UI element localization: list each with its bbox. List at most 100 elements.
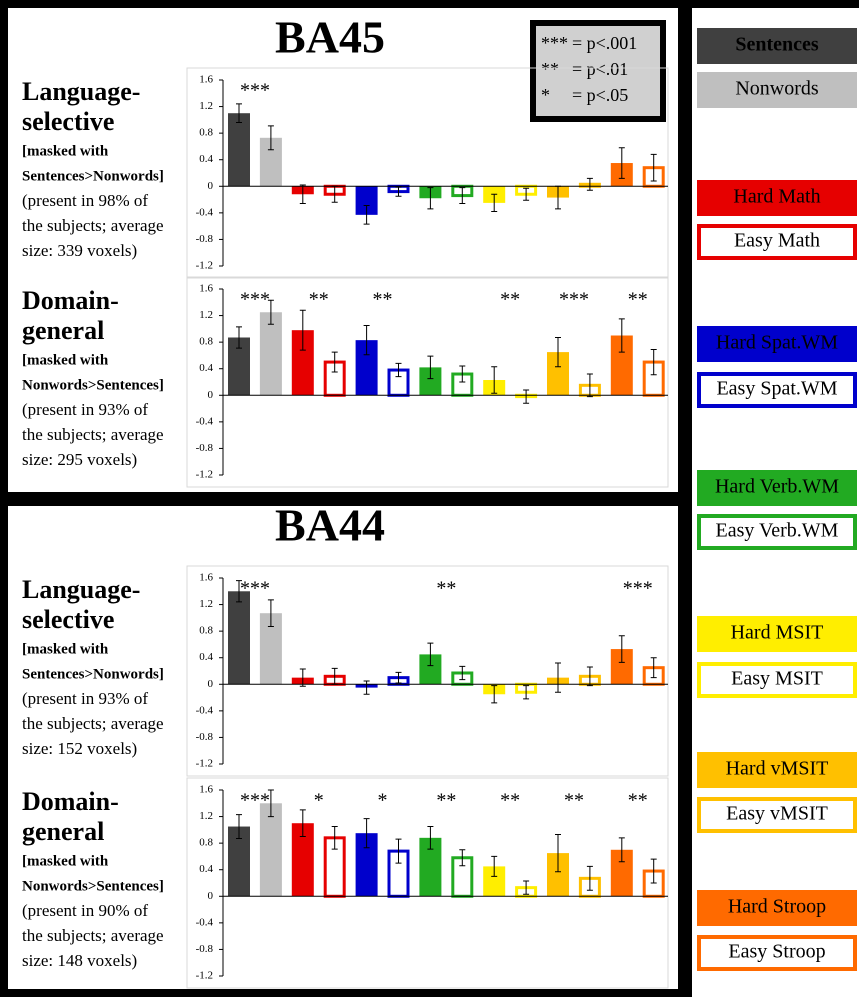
error-bar [427, 826, 434, 850]
y-tick-label: 0.4 [199, 362, 213, 374]
key-label: = p<.001 [572, 33, 637, 53]
y-tick-label: 0.8 [199, 127, 213, 139]
error-bar [523, 880, 530, 895]
legend-label: Hard Spat.WM [716, 332, 838, 354]
error-bar [236, 103, 242, 124]
legend-label: Nonwords [735, 78, 819, 100]
row-note: size: 152 voxels) [22, 739, 137, 758]
panel-ba44 [8, 506, 678, 989]
y-tick-label: 0.4 [199, 651, 213, 663]
significance-label: ** [373, 289, 393, 311]
bar [259, 312, 282, 396]
row-title: selective [22, 605, 114, 634]
error-bar [331, 351, 338, 373]
row-title: Domain- [22, 787, 119, 816]
error-bar [363, 325, 370, 356]
legend-label: Hard Stroop [728, 896, 826, 918]
error-bar [459, 665, 466, 681]
significance-label: *** [559, 289, 589, 311]
key-symbol: ** [541, 59, 559, 79]
row-title: Language- [22, 77, 140, 106]
error-bar [395, 186, 402, 197]
y-tick-label: 1.2 [199, 598, 213, 610]
y-tick-label: 0 [208, 890, 214, 902]
error-bar [586, 373, 593, 398]
significance-label: ** [436, 790, 456, 812]
legend-swatch [697, 616, 857, 652]
y-tick-label: -1.2 [196, 758, 213, 770]
row-note: (present in 93% of [22, 689, 148, 708]
legend-label: Easy Stroop [728, 941, 825, 963]
significance-label: *** [240, 790, 270, 812]
error-bar [236, 326, 242, 349]
error-bar [459, 365, 466, 383]
bar [483, 866, 506, 897]
error-bar [523, 389, 530, 404]
bar [610, 649, 633, 685]
row-note: (present in 98% of [22, 191, 148, 210]
y-tick-label: 0.8 [199, 837, 213, 849]
error-bar [427, 642, 434, 667]
error-bar [395, 362, 402, 378]
section-title: BA45 [275, 12, 385, 63]
y-tick-label: 0.8 [199, 625, 213, 637]
legend-label: Hard Math [733, 186, 820, 208]
error-bar [523, 685, 530, 700]
significance-label: *** [240, 578, 270, 600]
legend-swatch [697, 752, 857, 788]
bar [419, 367, 442, 396]
row-note: the subjects; average [22, 425, 164, 444]
error-bar [236, 814, 242, 839]
error-bar [459, 849, 466, 867]
y-tick-label: 1.6 [199, 283, 213, 295]
row-title: selective [22, 107, 114, 136]
row-subtitle: [masked with [22, 143, 109, 159]
y-tick-label: -0.4 [196, 704, 214, 716]
error-bar [267, 299, 274, 325]
y-tick-label: 1.6 [199, 572, 213, 584]
significance-label: ** [628, 790, 648, 812]
row-title: Domain- [22, 286, 119, 315]
bar [355, 340, 378, 396]
error-bar [650, 348, 657, 376]
bar [419, 837, 442, 897]
y-tick-label: -1.2 [196, 260, 213, 272]
y-tick-label: 1.2 [199, 309, 213, 321]
error-bar [363, 680, 370, 695]
error-bar [363, 205, 370, 225]
y-tick-label: -0.8 [196, 442, 214, 454]
significance-label: *** [623, 578, 653, 600]
error-bar [491, 685, 498, 704]
error-bar [427, 187, 434, 210]
y-tick-label: 1.2 [199, 100, 213, 112]
y-tick-label: 0 [208, 389, 214, 401]
bar [610, 335, 633, 396]
row-note: (present in 90% of [22, 901, 148, 920]
error-bar [586, 177, 593, 191]
legend-swatch [697, 470, 857, 506]
legend-swatch [697, 890, 857, 926]
error-bar [523, 187, 530, 201]
legend-swatch [697, 72, 857, 108]
significance-label: ** [564, 790, 584, 812]
y-tick-label: 1.2 [199, 810, 213, 822]
error-bar [299, 668, 306, 687]
error-bar [299, 309, 306, 351]
error-bar [331, 826, 338, 850]
y-tick-label: -0.4 [196, 916, 214, 928]
row-subtitle: [masked with [22, 641, 109, 657]
error-bar [618, 837, 625, 863]
legend-label: Hard vMSIT [726, 758, 829, 780]
key-label: = p<.05 [572, 85, 628, 105]
error-bar [395, 671, 402, 684]
error-bar [650, 153, 657, 182]
legend-label: Easy MSIT [731, 668, 823, 690]
error-bar [491, 193, 498, 213]
error-bar [236, 580, 242, 603]
error-bar [299, 809, 306, 837]
row-note: (present in 93% of [22, 400, 148, 419]
y-tick-label: 1.6 [199, 74, 213, 86]
significance-label: *** [240, 80, 270, 102]
row-subtitle: Nonwords>Sentences] [22, 878, 164, 894]
row-title: general [22, 316, 104, 345]
